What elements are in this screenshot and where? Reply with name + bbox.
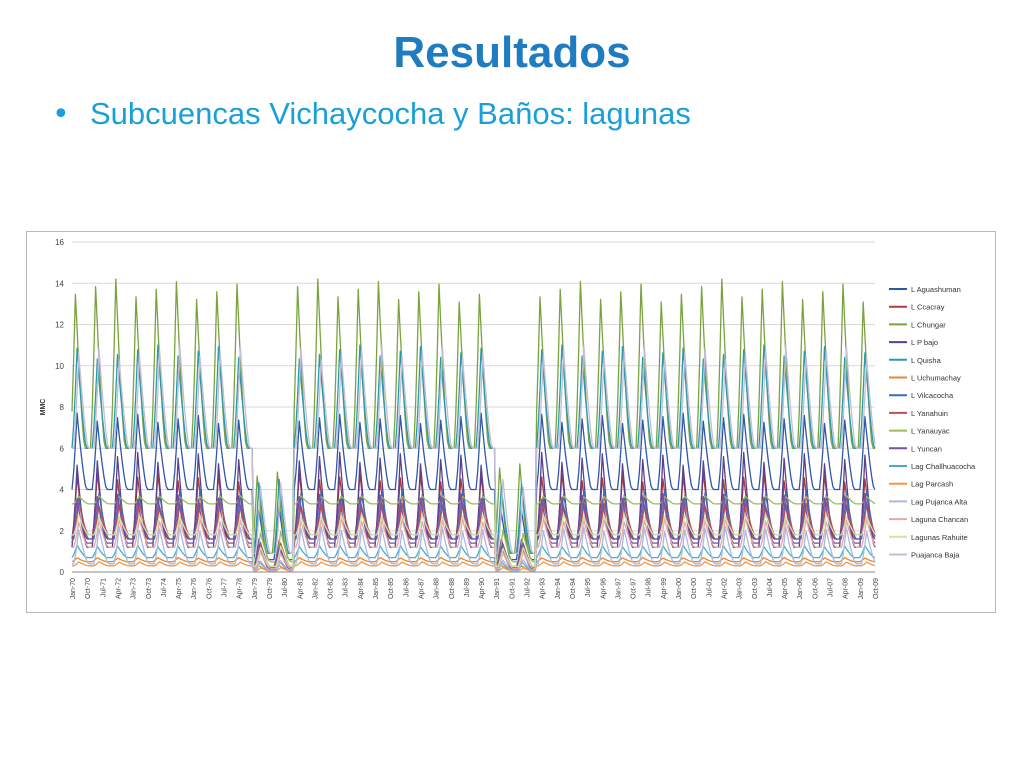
x-tick-label: Jul-83 [343, 578, 350, 597]
legend-label: Laguna Chancan [911, 515, 968, 524]
y-tick-label: 4 [60, 486, 65, 495]
x-tick-label: Jul-80 [282, 578, 289, 597]
x-tick-label: Jan-85 [373, 578, 380, 600]
series-line [72, 517, 876, 569]
x-tick-label: Oct-73 [146, 578, 153, 599]
x-tick-label: Jul-86 [403, 578, 410, 597]
x-tick-label: Jan-79 [252, 578, 259, 600]
x-tick-label: Jan-82 [312, 578, 319, 600]
line-chart: 0 2 4 6 8 10 12 14 16 MMC Jan-70 Oct-70 Jul-71 Apr-72… [40, 238, 976, 600]
bullet-dot-icon: • [52, 96, 70, 132]
series-line [71, 451, 876, 569]
y-tick-label: 12 [55, 321, 64, 330]
series-line [72, 561, 876, 572]
legend-label: Lag Challhuacocha [911, 462, 976, 471]
legend-label: L Vilcacocha [911, 391, 954, 400]
series-line [71, 344, 876, 555]
x-tick-label: Apr-99 [661, 578, 668, 599]
x-tick-label: Oct-82 [328, 578, 335, 599]
y-tick-label: 8 [60, 403, 65, 412]
x-tick-label: Jan-97 [615, 578, 622, 600]
legend-label: L Quisha [911, 356, 942, 365]
legend-label: Puajanca Baja [911, 551, 960, 560]
series-line [72, 488, 876, 568]
x-tick-label: Jan-06 [797, 578, 804, 600]
series-line [71, 412, 876, 561]
x-tick-label: Oct-88 [449, 578, 456, 599]
x-tick-label: Apr-72 [115, 578, 122, 599]
series-line [71, 278, 875, 555]
x-tick-label: Oct-70 [85, 578, 92, 599]
legend-label: L Yanahuin [911, 409, 948, 418]
x-tick-label: Jul-04 [767, 578, 774, 597]
legend-label: L Aguashuman [911, 285, 961, 294]
x-tick-label: Apr-05 [782, 578, 789, 599]
series-line [72, 344, 876, 555]
x-tick-label: Apr-93 [540, 578, 547, 599]
y-tick-label: 2 [60, 527, 65, 536]
x-tick-label: Oct-91 [509, 578, 516, 599]
x-tick-label: Jan-00 [676, 578, 683, 600]
x-tick-label: Oct-09 [873, 578, 880, 599]
x-tick-label: Apr-08 [843, 578, 850, 599]
x-tick-label: Jul-74 [161, 578, 168, 597]
x-tick-label: Apr-75 [176, 578, 183, 599]
legend-label: L Ccacray [911, 303, 945, 312]
x-tick-label: Oct-00 [691, 578, 698, 599]
x-tick-label: Oct-85 [388, 578, 395, 599]
legend-label: L Chungar [911, 320, 946, 329]
x-tick-label: Jan-03 [737, 578, 744, 600]
x-tick-label: Jul-92 [525, 578, 532, 597]
series-line [72, 495, 876, 563]
x-tick-label: Jan-73 [131, 578, 138, 600]
x-tick-label: Jan-94 [555, 578, 562, 600]
x-tick-label: Apr-96 [600, 578, 607, 599]
x-tick-label: Oct-97 [631, 578, 638, 599]
x-tick-label: Oct-03 [752, 578, 759, 599]
x-tick-label: Jul-77 [222, 578, 229, 597]
x-tick-label: Oct-79 [267, 578, 274, 599]
legend-label: L Yanauyac [911, 427, 950, 436]
x-tick-label: Oct-76 [206, 578, 213, 599]
y-tick-label: 0 [60, 568, 65, 577]
y-tick-label: 14 [55, 279, 64, 288]
legend-label: Lagunas Rahuite [911, 533, 968, 542]
x-tick-label: Apr-02 [721, 578, 728, 599]
x-tick-label: Jan-09 [858, 578, 865, 600]
bullet-text: Subcuencas Vichaycocha y Baños: lagunas [90, 96, 691, 131]
x-tick-label: Jul-71 [100, 578, 107, 597]
x-tick-label: Apr-81 [297, 578, 304, 599]
bullet-item: • Subcuencas Vichaycocha y Baños: laguna… [52, 96, 691, 132]
x-tick-label: Apr-78 [237, 578, 244, 599]
x-tick-label: Jul-89 [464, 578, 471, 597]
y-tick-label: 16 [55, 238, 64, 247]
x-tick-label: Apr-90 [479, 578, 486, 599]
x-tick-label: Apr-87 [418, 578, 425, 599]
x-tick-label: Jan-70 [70, 578, 77, 600]
legend-label: L Uchumachay [911, 374, 961, 383]
y-axis-label: MMC [40, 399, 47, 416]
legend-label: Lag Pujanca Alta [911, 497, 968, 506]
x-tick-label: Oct-06 [812, 578, 819, 599]
x-tick-label: Jan-91 [494, 578, 501, 600]
series-line [71, 472, 876, 568]
slide-title: Resultados [393, 28, 631, 77]
x-tick-label: Jan-88 [434, 578, 441, 600]
x-tick-label: Jul-01 [706, 578, 713, 597]
chart-frame: 0 2 4 6 8 10 12 14 16 MMC Jan-70 Oct-70 Jul-71 Apr-72… [26, 231, 996, 613]
legend-label: L Yuncan [911, 444, 942, 453]
y-tick-label: 6 [60, 444, 65, 453]
series-line [72, 525, 876, 572]
x-tick-label: Oct-94 [570, 578, 577, 599]
legend-label: Lag Parcash [911, 480, 953, 489]
series-line [72, 513, 876, 568]
x-tick-label: Jan-76 [191, 578, 198, 600]
legend-label: L P bajo [911, 338, 938, 347]
x-tick-label: Jul-95 [585, 578, 592, 597]
y-tick-label: 10 [55, 362, 64, 371]
x-tick-label: Jul-07 [828, 578, 835, 597]
x-tick-label: Jul-98 [646, 578, 653, 597]
x-tick-label: Apr-84 [358, 578, 365, 599]
